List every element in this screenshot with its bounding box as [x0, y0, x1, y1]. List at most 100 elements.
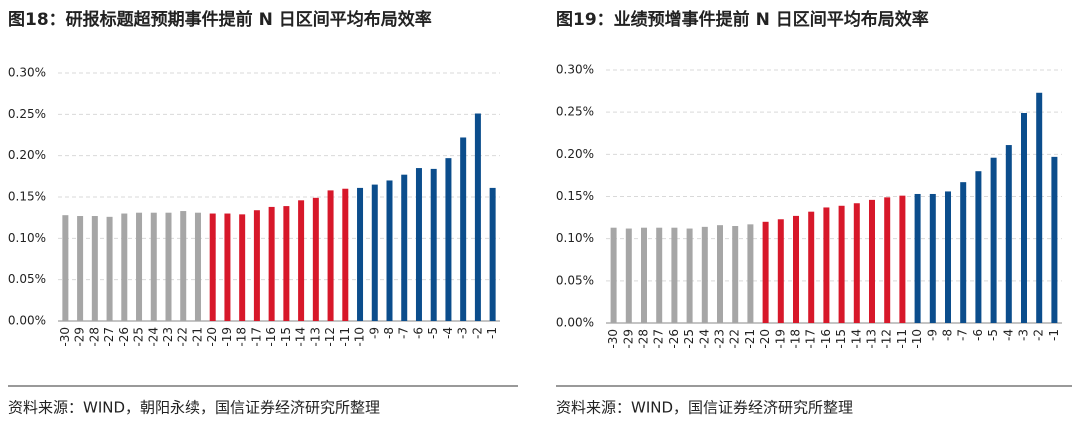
bar [853, 203, 860, 323]
bar [91, 216, 98, 321]
x-tick-label: -27 [652, 329, 666, 349]
x-tick-label: -17 [804, 329, 818, 349]
x-tick-label: -1 [485, 327, 499, 339]
bar [960, 182, 967, 323]
y-tick-label: 0.10% [556, 231, 594, 245]
bar [327, 190, 334, 321]
y-tick-label: 0.30% [556, 63, 594, 77]
bar [342, 188, 349, 321]
bar [808, 211, 815, 323]
y-tick-label: 0.25% [556, 105, 594, 119]
x-tick-label: -22 [176, 327, 190, 347]
bar [777, 219, 784, 323]
x-tick-label: -26 [667, 329, 681, 349]
bar [224, 213, 231, 321]
bar [445, 158, 452, 321]
x-tick-label: -23 [713, 329, 727, 349]
x-tick-label: -12 [880, 329, 894, 349]
chart-title: 图18：研报标题超预期事件提前 N 日区间平均布局效率 [8, 9, 432, 30]
x-tick-label: -16 [819, 329, 833, 349]
x-tick-label: -3 [456, 327, 470, 339]
bar [945, 191, 951, 323]
bar [136, 212, 143, 321]
x-tick-label: -24 [146, 327, 160, 347]
x-tick-label: -6 [411, 327, 425, 339]
x-tick-label: -15 [279, 327, 293, 347]
x-tick-label: -20 [205, 327, 219, 347]
x-tick-label: -10 [910, 329, 924, 349]
x-tick-label: -9 [925, 329, 939, 341]
x-tick-label: -22 [728, 329, 742, 349]
y-tick-label: 0.30% [8, 66, 46, 80]
bar [869, 199, 875, 323]
bar [656, 227, 663, 323]
x-tick-label: -7 [956, 329, 970, 341]
x-tick-label: -30 [606, 329, 620, 349]
x-tick-label: -5 [426, 327, 440, 339]
y-tick-label: 0.25% [8, 107, 46, 121]
x-tick-label: -28 [87, 327, 101, 347]
bar [460, 137, 467, 321]
x-tick-label: -25 [682, 329, 696, 349]
bar [641, 227, 647, 323]
bar [671, 227, 678, 323]
bar [625, 228, 632, 323]
bar [717, 225, 723, 323]
x-tick-label: -6 [971, 329, 985, 341]
x-tick-label: -2 [470, 327, 484, 339]
bar [357, 187, 364, 321]
x-tick-label: -18 [235, 327, 249, 347]
x-tick-label: -12 [323, 327, 337, 347]
x-tick-label: -3 [1017, 329, 1031, 341]
x-tick-label: -8 [382, 327, 396, 339]
x-tick-label: -8 [941, 329, 955, 341]
x-tick-label: -11 [895, 329, 909, 349]
bar [701, 226, 708, 323]
bar [899, 195, 906, 323]
bar [312, 197, 319, 321]
x-tick-label: -30 [58, 327, 72, 347]
bar [793, 215, 799, 323]
y-tick-label: 0.05% [8, 272, 46, 286]
bar [401, 174, 408, 321]
x-tick-label: -1 [1047, 329, 1061, 341]
bar [610, 227, 617, 323]
bar [489, 187, 496, 321]
bar [106, 216, 113, 321]
x-tick-label: -25 [132, 327, 146, 347]
y-tick-label: 0.15% [556, 189, 594, 203]
bar [686, 228, 693, 323]
bar [884, 197, 891, 323]
bar [823, 207, 830, 323]
bar [253, 210, 260, 321]
x-tick-label: -29 [73, 327, 87, 347]
bar [165, 212, 172, 321]
bar [1021, 113, 1027, 323]
x-tick-label: -13 [308, 327, 322, 347]
x-tick-label: -19 [773, 329, 787, 349]
x-tick-label: -5 [986, 329, 1000, 341]
x-tick-label: -4 [441, 327, 455, 339]
x-tick-label: -23 [161, 327, 175, 347]
x-tick-label: -14 [849, 329, 863, 349]
x-tick-label: -16 [264, 327, 278, 347]
y-tick-label: 0.15% [8, 190, 46, 204]
bar [747, 224, 754, 323]
bar [371, 184, 378, 321]
bar [194, 212, 201, 321]
bar [121, 213, 128, 321]
bar [150, 212, 157, 321]
x-tick-label: -21 [743, 329, 757, 349]
bar [239, 214, 246, 321]
bar [386, 180, 393, 321]
x-tick-label: -26 [117, 327, 131, 347]
bar [298, 200, 305, 321]
source: 资料来源：WIND，朝阳永续，国信证券经济研究所整理 [8, 399, 380, 417]
x-tick-label: -17 [249, 327, 263, 347]
bar [283, 206, 290, 321]
bar [180, 211, 187, 321]
bar [990, 157, 997, 323]
x-tick-label: -2 [1032, 329, 1046, 341]
x-tick-label: -28 [637, 329, 651, 349]
